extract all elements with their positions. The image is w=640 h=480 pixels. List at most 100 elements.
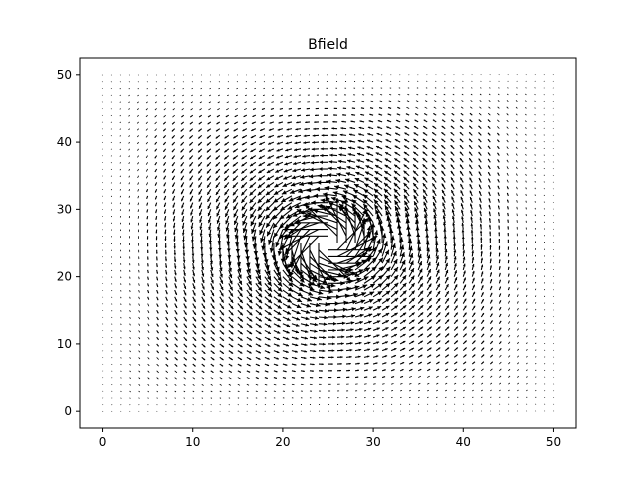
field-arrow-head: [274, 232, 279, 238]
field-arrow-head: [499, 320, 502, 323]
field-arrow: [534, 147, 536, 150]
field-arrow: [499, 403, 501, 405]
field-arrow-head: [469, 158, 472, 161]
field-arrow-head: [481, 292, 484, 295]
field-arrow-head: [285, 141, 289, 145]
field-arrow: [201, 383, 204, 386]
field-arrow-head: [273, 223, 278, 229]
field-arrow: [209, 94, 211, 97]
field-arrow-head: [469, 184, 472, 187]
field-arrow-head: [331, 356, 334, 359]
field-arrow-head: [346, 165, 351, 170]
field-arrow-head: [229, 286, 233, 291]
field-arrow-head: [209, 247, 213, 251]
field-arrow-head: [190, 205, 193, 209]
field-arrow-head: [410, 369, 413, 371]
field-arrow: [273, 390, 276, 392]
field-arrow-head: [367, 348, 370, 351]
field-arrow: [137, 135, 139, 138]
field-arrow-head: [320, 147, 324, 151]
field-arrow: [472, 389, 474, 392]
field-arrow-head: [460, 196, 464, 200]
field-arrow: [137, 81, 139, 83]
field-arrow-head: [470, 216, 473, 220]
field-arrow-head: [333, 322, 337, 326]
field-arrow: [354, 232, 372, 257]
field-arrow-head: [497, 152, 499, 155]
field-arrow-head: [394, 290, 399, 295]
field-arrow-head: [429, 312, 432, 316]
field-arrow-head: [322, 356, 325, 359]
field-arrow-head: [172, 122, 174, 125]
field-arrow-head: [420, 333, 423, 337]
field-arrow-head: [247, 280, 252, 286]
field-arrow: [191, 87, 193, 90]
field-arrow-head: [276, 344, 280, 347]
field-arrow-head: [275, 266, 280, 272]
field-arrow-head: [257, 377, 259, 379]
field-arrow: [408, 375, 413, 378]
field-arrow-head: [292, 168, 297, 173]
field-arrow: [137, 189, 139, 192]
field-arrow: [372, 383, 376, 385]
field-arrow-head: [482, 333, 485, 336]
field-arrow-head: [146, 231, 149, 233]
field-arrow-head: [340, 349, 344, 352]
field-arrow: [110, 81, 112, 83]
field-arrow-head: [455, 291, 458, 295]
field-arrow-head: [478, 138, 481, 141]
field-arrow: [472, 396, 474, 399]
field-arrow-head: [342, 307, 347, 312]
field-arrow: [137, 128, 139, 131]
field-arrow: [508, 355, 511, 358]
field-arrow: [517, 294, 519, 297]
field-arrow-head: [478, 132, 481, 135]
field-arrow-head: [313, 209, 319, 214]
field-arrow-head: [507, 192, 509, 195]
field-arrow: [382, 383, 385, 385]
field-arrow-head: [423, 208, 428, 212]
field-arrow-head: [297, 114, 299, 117]
field-arrow-head: [282, 183, 288, 187]
field-arrow: [200, 87, 202, 90]
field-arrow-head: [206, 150, 210, 153]
field-arrow: [543, 127, 545, 129]
field-arrow-head: [451, 183, 454, 187]
field-arrow: [154, 108, 157, 111]
field-arrow-head: [360, 113, 362, 116]
field-arrow-head: [194, 358, 196, 361]
field-arrow-head: [295, 330, 300, 334]
field-arrow: [237, 383, 241, 386]
field-arrow-head: [241, 198, 246, 203]
field-arrow-head: [288, 197, 294, 202]
field-arrow-head: [464, 326, 467, 329]
field-arrow-head: [173, 253, 177, 256]
field-arrow-head: [394, 305, 398, 309]
field-arrow-head: [313, 343, 317, 346]
field-arrow-head: [339, 133, 343, 137]
field-arrow: [120, 397, 122, 399]
field-arrow-head: [328, 201, 334, 207]
field-arrow-head: [287, 121, 290, 124]
field-arrow-head: [403, 182, 408, 187]
field-arrow-head: [479, 223, 483, 227]
field-arrow: [138, 350, 141, 353]
field-arrow-head: [441, 138, 444, 141]
field-arrow-head: [157, 338, 159, 340]
field-arrow-head: [267, 286, 272, 292]
field-arrow: [137, 87, 139, 90]
field-arrow-head: [473, 340, 476, 343]
field-arrow-head: [267, 162, 271, 166]
field-arrow-head: [420, 297, 424, 302]
field-arrow-head: [180, 150, 183, 153]
field-arrow-head: [215, 170, 219, 174]
field-arrow-head: [499, 266, 501, 268]
field-arrow-head: [508, 280, 510, 282]
field-arrow-head: [488, 185, 491, 188]
field-arrow-head: [265, 206, 271, 212]
field-arrow-head: [258, 351, 261, 354]
field-arrow-head: [249, 170, 254, 174]
field-arrow-head: [305, 204, 310, 210]
field-arrow-head: [365, 165, 370, 169]
field-arrow-head: [420, 340, 423, 343]
